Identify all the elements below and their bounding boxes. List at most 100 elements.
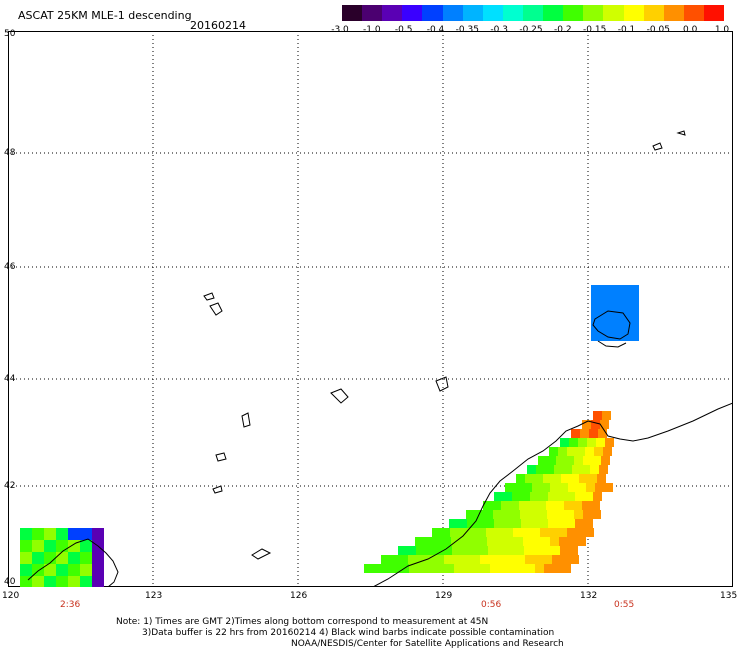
wind-cell (478, 537, 487, 546)
wind-cell (450, 528, 459, 537)
wind-cell (418, 564, 427, 573)
island-5 (241, 412, 251, 428)
wind-cell (531, 528, 540, 537)
wind-cell (601, 456, 610, 465)
wind-cell (592, 510, 601, 519)
wind-cell (498, 555, 507, 564)
wind-cell (572, 465, 581, 474)
wind-cell (382, 564, 391, 573)
wind-cell (568, 483, 577, 492)
wind-cell (549, 447, 558, 456)
wind-cell (584, 519, 593, 528)
wind-cell (575, 492, 584, 501)
wind-cell (496, 537, 505, 546)
wind-cell (390, 555, 399, 564)
lat-label: 50 (4, 29, 16, 39)
wind-cell (585, 447, 594, 456)
wind-cell (490, 564, 499, 573)
colorbar-segment (382, 5, 403, 21)
wind-cell (585, 528, 594, 537)
lon-label: 132 (580, 591, 598, 601)
wind-cell (550, 483, 559, 492)
wind-cell (594, 447, 603, 456)
wind-cell (599, 465, 608, 474)
wind-cell (508, 564, 517, 573)
colorbar-segment (623, 5, 644, 21)
wind-cell (492, 501, 501, 510)
wind-cell (554, 465, 563, 474)
wind-cell (547, 456, 556, 465)
wind-cell (80, 540, 92, 552)
wind-cell (472, 564, 481, 573)
wind-cell (434, 546, 443, 555)
wind-cell (591, 285, 639, 341)
wind-cell (44, 540, 56, 552)
island-6 (215, 452, 227, 462)
wind-cell (56, 528, 68, 540)
lon-label: 123 (145, 591, 163, 601)
wind-cell (579, 474, 588, 483)
wind-cell (68, 576, 80, 587)
wind-cell (20, 540, 32, 552)
wind-cell (505, 537, 514, 546)
wind-cell (425, 546, 434, 555)
wind-cell (588, 474, 597, 483)
colorbar-segment (422, 5, 443, 21)
wind-cell (462, 555, 471, 564)
wind-cell (494, 519, 503, 528)
wind-cell (538, 456, 547, 465)
wind-cell (391, 564, 400, 573)
wind-cell (595, 483, 604, 492)
wind-cell (432, 528, 441, 537)
colorbar-tick-label: -0.25 (519, 25, 543, 35)
colorbar-tick-label: -1.0 (363, 25, 381, 35)
wind-cell (504, 528, 513, 537)
wind-cell (487, 537, 496, 546)
wind-cell (441, 528, 450, 537)
colorbar-segment (703, 5, 725, 21)
wind-cell (583, 510, 592, 519)
wind-cell (567, 528, 576, 537)
wind-cell (519, 501, 528, 510)
wind-cell (565, 510, 574, 519)
wind-cell (424, 537, 433, 546)
lat-label: 46 (4, 262, 16, 272)
wind-cell (576, 447, 585, 456)
wind-cell (435, 555, 444, 564)
colorbar-segment (502, 5, 523, 21)
wind-cell (553, 564, 562, 573)
wind-cell (570, 555, 579, 564)
wind-cell (533, 546, 542, 555)
wind-cell (557, 519, 566, 528)
lon-label: 129 (435, 591, 453, 601)
wind-cell (589, 429, 598, 438)
wind-cell (476, 519, 485, 528)
colorbar-segment (402, 5, 423, 21)
wind-cell (527, 465, 536, 474)
wind-cell (20, 576, 32, 587)
wind-cell (534, 555, 543, 564)
wind-cell (364, 564, 373, 573)
wind-cell (514, 483, 523, 492)
wind-cell (32, 552, 44, 564)
colorbar-tick-label: -0.05 (646, 25, 670, 35)
colorbar-segment (663, 5, 684, 21)
wind-cell (461, 546, 470, 555)
wind-cell (557, 492, 566, 501)
wind-cell (591, 501, 600, 510)
wind-cell (575, 519, 584, 528)
footer-note-line1: Note: 1) Times are GMT 2)Times along bot… (116, 617, 489, 627)
wind-cell (549, 528, 558, 537)
wind-cell (577, 483, 586, 492)
map-frame (8, 31, 733, 587)
colorbar-segment (603, 5, 624, 21)
wind-cell (548, 492, 557, 501)
wind-cell (416, 546, 425, 555)
wind-cell (530, 492, 539, 501)
wind-cell (510, 501, 519, 510)
colorbar-segment (482, 5, 503, 21)
wind-cell (516, 555, 525, 564)
wind-cell (523, 537, 532, 546)
wind-cell (407, 546, 416, 555)
wind-cell (598, 429, 607, 438)
